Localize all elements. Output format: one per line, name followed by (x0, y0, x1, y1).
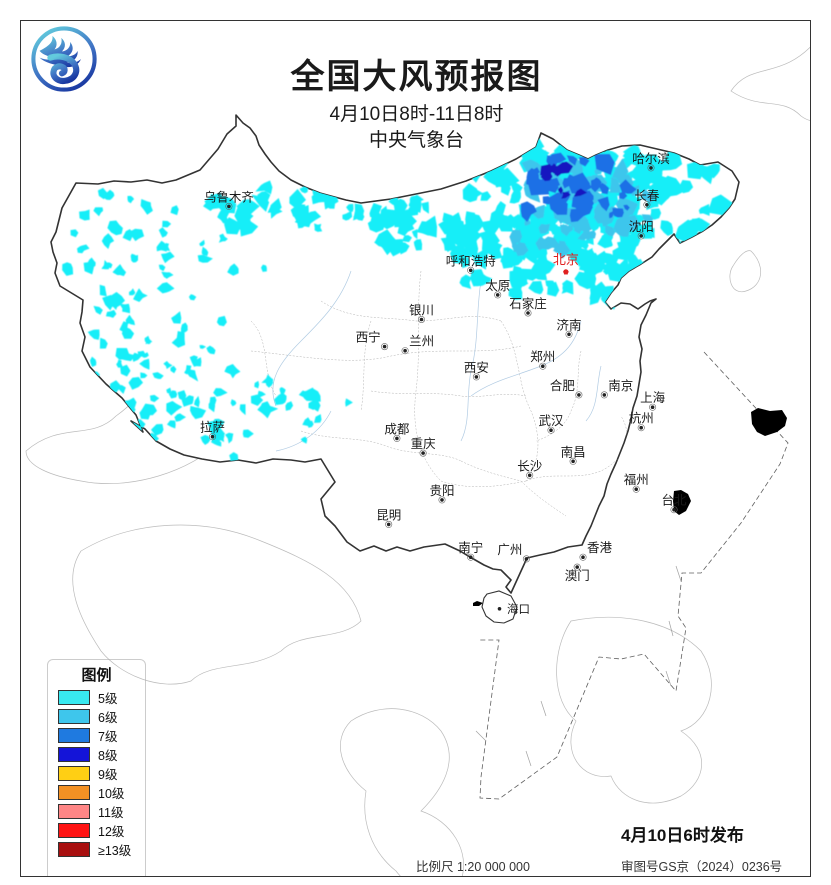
svg-text:武汉: 武汉 (538, 414, 564, 428)
svg-text:广州: 广州 (497, 543, 522, 557)
svg-text:西安: 西安 (464, 360, 489, 375)
svg-text:上海: 上海 (640, 390, 666, 405)
svg-text:长春: 长春 (634, 189, 660, 203)
svg-text:长沙: 长沙 (517, 459, 543, 473)
svg-text:海口: 海口 (507, 602, 530, 616)
svg-text:西宁: 西宁 (356, 330, 381, 345)
svg-text:郑州: 郑州 (530, 349, 555, 364)
svg-text:昆明: 昆明 (376, 508, 401, 522)
svg-text:拉萨: 拉萨 (200, 420, 225, 435)
svg-text:兰州: 兰州 (409, 335, 434, 349)
svg-text:济南: 济南 (556, 317, 581, 332)
svg-text:香港: 香港 (587, 541, 613, 555)
svg-text:成都: 成都 (384, 422, 410, 436)
svg-text:重庆: 重庆 (411, 436, 437, 451)
svg-text:杭州: 杭州 (629, 411, 654, 426)
svg-text:福州: 福州 (624, 472, 649, 487)
svg-text:南昌: 南昌 (561, 444, 586, 459)
svg-text:沈阳: 沈阳 (629, 219, 654, 234)
svg-text:澳门: 澳门 (565, 568, 590, 583)
svg-text:哈尔滨: 哈尔滨 (632, 151, 670, 166)
svg-text:合肥: 合肥 (550, 378, 576, 393)
svg-text:太原: 太原 (485, 278, 510, 293)
svg-text:乌鲁木齐: 乌鲁木齐 (204, 189, 255, 204)
svg-text:贵阳: 贵阳 (429, 484, 454, 498)
svg-text:石家庄: 石家庄 (509, 296, 547, 311)
svg-text:南宁: 南宁 (458, 540, 483, 555)
svg-text:北京: 北京 (553, 252, 579, 267)
svg-text:南京: 南京 (608, 378, 633, 393)
svg-text:呼和浩特: 呼和浩特 (446, 253, 496, 268)
svg-text:银川: 银川 (409, 304, 434, 318)
svg-text:台北: 台北 (661, 493, 687, 508)
